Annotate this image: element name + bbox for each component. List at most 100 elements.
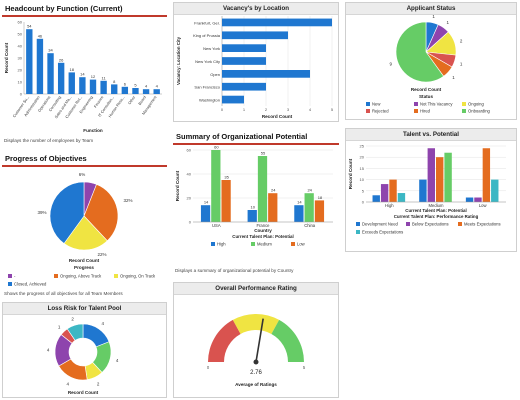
y-tick-label: New York City [195,59,220,64]
bar [100,80,107,94]
y-tick-label: 25 [360,144,365,149]
applicant-slice-label: 9 [390,61,393,66]
bar [222,18,332,27]
bar-value-label: 6 [124,81,127,86]
legend-label: Closed, Achieved [14,282,47,287]
gauge-min-label: 0 [207,365,210,370]
y-tick-label: King of Prussia [193,33,221,38]
headcount-caption: Displays the number of employees by Team [4,138,94,143]
legend-label: New [372,102,381,107]
loss-risk-chart[interactable]: 4 4 2 4 4 1 2 Record Count [3,314,166,398]
bar [57,62,65,94]
y-tick-label: New York [203,46,220,51]
y-tick-label: 40 [187,172,192,177]
applicant-xlabel: Record Count [411,87,442,92]
y-tick-label: 5 [362,188,365,193]
bar [380,184,389,202]
loss-risk-slice-label: 4 [101,321,104,326]
bar [200,205,211,222]
x-tick-label: USA [212,223,221,228]
objectives-chart[interactable]: 6% 32% 22% 39% Record Count Progress - Ongoing,… [2,166,167,290]
performance-gauge[interactable]: 0 5 2.76 Average of Ratings [174,294,338,398]
loss-risk-slice-label: 4 [67,382,70,387]
bar [47,53,54,94]
x-tick-label: Board [138,95,147,106]
x-tick-label: 3 [287,107,290,112]
applicant-slice-label: 2 [460,39,463,44]
legend-swatch [366,109,370,113]
applicant-slice-label: 1 [452,75,455,80]
y-tick-label: 0 [189,220,192,225]
y-axis-title: Vacancy: Location City [176,36,181,85]
bar-value-label: 18 [318,195,323,200]
x-axis-title: Function [83,128,103,133]
legend-label: Low [297,242,306,247]
bar [26,29,33,95]
bar [294,205,304,222]
bar-value-label: 14 [297,200,302,205]
loss-risk-slice [66,323,84,341]
x-tick-label: China [304,223,316,228]
slice-label: 22% [97,252,106,257]
objectives-caption: Shows the progress of all objectives for… [4,291,123,296]
bar [68,72,75,94]
legend-swatch [54,274,58,278]
gauge-hub [253,359,259,365]
bar [79,77,86,94]
legend-swatch [366,102,370,106]
x-tick-label: Medium [429,203,444,208]
legend-label: Ongoing [468,102,485,107]
legend-label: Below Expectations [412,222,449,227]
bar [372,195,380,202]
x-tick-label: 5 [331,107,334,112]
y-tick-label: 40 [18,44,23,49]
talent-title: Talent vs. Potential [346,129,516,141]
y-tick-label: 15 [360,166,365,171]
applicant-title: Applicant Status [346,3,516,15]
talent-chart[interactable]: 0 5 10 15 20 25 High Medium Low Current Talent Pl… [346,140,516,252]
bar [222,44,266,52]
bar [222,82,266,91]
legend-swatch [458,222,462,226]
bar [314,200,325,222]
bar [389,179,397,202]
legend-title: Current Talent Plan: Potential [232,234,293,239]
x-tick-label: 4 [309,107,312,112]
y-tick-label: Washington [199,98,220,103]
loss-risk-slice-label: 1 [58,324,61,329]
bar [268,193,278,222]
performance-panel: Overall Performance Rating 0 5 2.76 Average… [173,282,339,398]
applicant-legend-title: Status [419,94,433,99]
legend-label: Development Need [362,222,399,227]
objectives-legend-title: Progress [74,265,94,270]
y-axis-title: Record Count [175,170,180,201]
bar [211,150,221,222]
bar-value-label: 5 [134,83,137,88]
applicant-slice-label: 1 [460,61,463,66]
org-potential-chart[interactable]: 0 20 40 60 14 60 35 USA 10 55 24 France 14 24 18 China C… [173,144,339,264]
bar [247,210,257,222]
y-tick-label: San Francisco [194,85,220,90]
bar-value-label: 18 [70,67,75,72]
y-tick-label: 20 [187,196,192,201]
legend-label: Meets Expectations [464,222,501,227]
y-tick-label: 10 [18,80,23,85]
headcount-title: Headcount by Function (Current) [2,2,167,17]
y-axis-title: Record Count [348,158,353,189]
legend-swatch [414,109,418,113]
legend-swatch [356,222,360,226]
bar-value-label: 8 [113,79,116,84]
x-tick-label: 2 [265,107,268,112]
bar [89,79,97,94]
x-tick-label: 1 [243,107,246,112]
applicant-chart[interactable]: 1 1 2 1 1 9 Record Count Status New Not This Vaca… [346,14,516,119]
gauge-needle [255,318,264,363]
vacancy-chart[interactable]: 0 1 2 3 4 5 Frankfurt, Ger. King of Prussia New … [174,14,338,122]
objectives-slice [49,181,85,244]
bar-value-label: 54 [27,24,32,29]
bar [482,148,491,202]
legend-swatch [8,282,12,286]
legend-swatch [414,102,418,106]
org-potential-panel: Summary of Organizational Potential 0 20 4… [173,130,339,265]
